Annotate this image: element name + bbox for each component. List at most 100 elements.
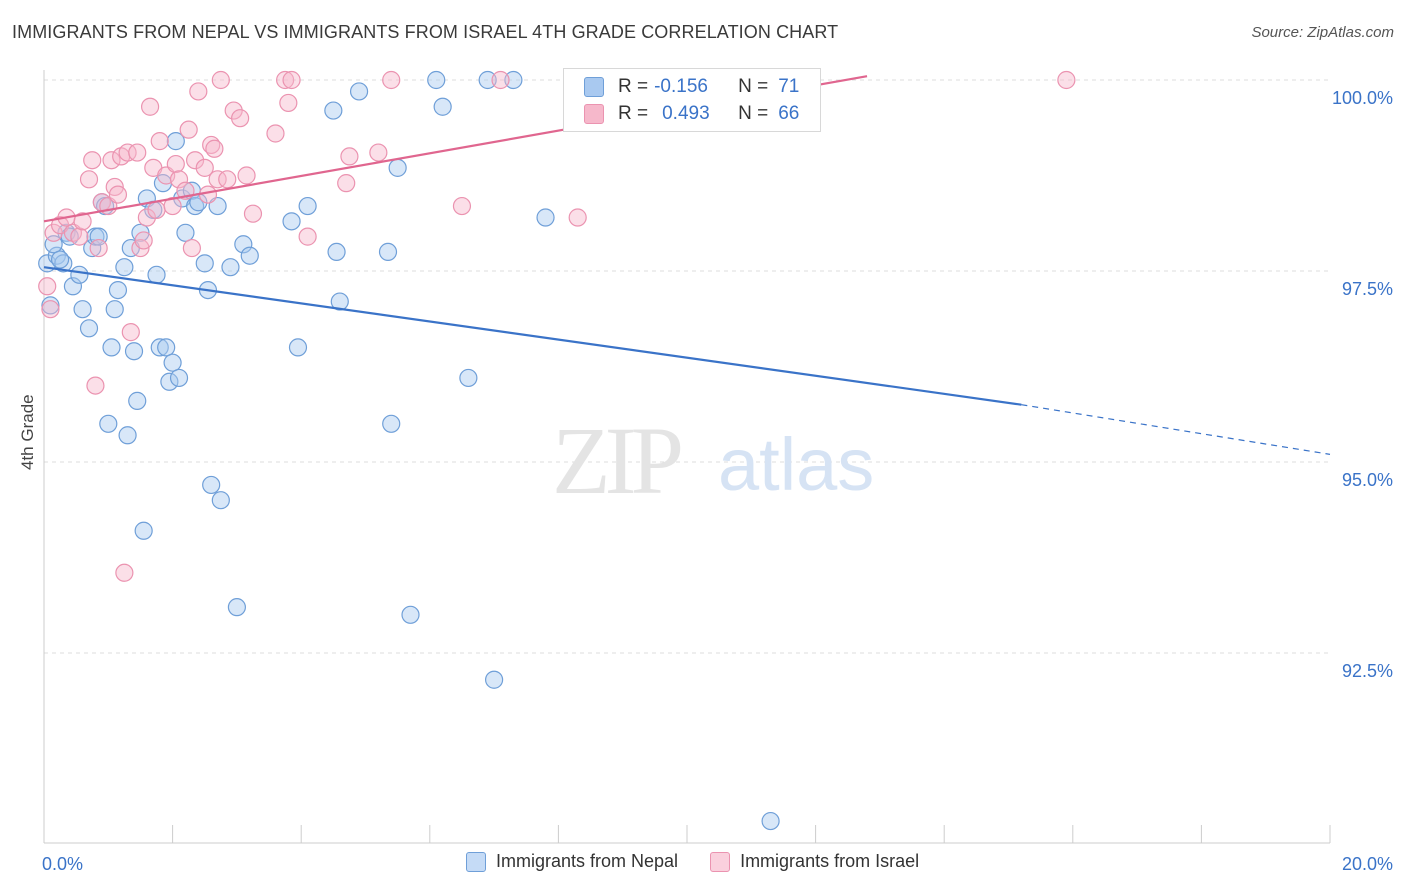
- nepal-point: [70, 265, 89, 284]
- israel-point: [276, 70, 295, 90]
- nepal-point: [388, 158, 407, 177]
- nepal-point: [134, 521, 153, 540]
- legend: Immigrants from Nepal Immigrants from Is…: [466, 851, 951, 872]
- stats-n-value: 66: [778, 103, 800, 124]
- israel-point: [298, 227, 317, 246]
- legend-swatch-israel: [710, 851, 731, 872]
- watermark-zip: ZIP: [552, 407, 681, 514]
- israel-point: [182, 238, 201, 258]
- x-tick-labels: 0.0% 20.0%: [42, 854, 1393, 874]
- israel-point: [147, 200, 166, 219]
- nepal-point: [378, 242, 398, 261]
- trend-line-nepal-extension: [1021, 404, 1331, 455]
- nepal-point: [128, 391, 147, 410]
- israel-point: [150, 132, 169, 151]
- y-tick-label: 92.5%: [1342, 661, 1393, 681]
- israel-point: [491, 70, 510, 90]
- nepal-point: [433, 97, 452, 116]
- nepal-point: [41, 296, 60, 315]
- stats-r-label: R =: [618, 103, 649, 124]
- x-tick-label: 20.0%: [1342, 854, 1393, 874]
- nepal-point: [83, 238, 102, 258]
- stats-legend-box: R = -0.156 N = 71 R = 0.493 N = 66: [563, 68, 821, 132]
- nepal-point: [115, 258, 134, 277]
- israel-point: [70, 227, 89, 246]
- nepal-point: [478, 70, 497, 90]
- nepal-point: [382, 414, 401, 433]
- israel-point: [38, 277, 57, 296]
- nepal-point: [221, 258, 240, 277]
- nepal-point: [536, 208, 555, 227]
- nepal-point: [427, 70, 446, 90]
- nepal-point: [202, 475, 221, 495]
- nepal-point: [157, 338, 176, 357]
- stats-n-value: 71: [778, 76, 800, 97]
- israel-point: [340, 147, 359, 166]
- israel-point: [369, 143, 388, 162]
- y-tick-label: 100.0%: [1332, 88, 1393, 108]
- y-tick-labels: 92.5% 95.0% 97.5% 100.0%: [1332, 88, 1393, 681]
- nepal-point: [105, 300, 124, 319]
- israel-point: [205, 139, 224, 158]
- nepal-point: [108, 281, 128, 300]
- nepal-point: [459, 368, 478, 388]
- nepal-point: [211, 491, 230, 510]
- israel-point: [128, 143, 147, 162]
- stats-r-label: R =: [618, 76, 649, 97]
- israel-point: [134, 231, 153, 250]
- legend-label-nepal: Immigrants from Nepal: [496, 851, 679, 871]
- nepal-point: [63, 277, 83, 296]
- legend-swatch-nepal: [466, 851, 486, 872]
- legend-item-israel[interactable]: Immigrants from Israel: [710, 851, 919, 872]
- israel-point: [282, 70, 301, 90]
- israel-point: [166, 154, 185, 174]
- nepal-point: [118, 426, 137, 445]
- israel-point: [1057, 70, 1076, 90]
- israel-point: [231, 109, 250, 128]
- y-axis-label: 4th Grade: [18, 394, 37, 470]
- nepal-point: [150, 338, 169, 357]
- israel-point: [195, 158, 214, 177]
- israel-point: [115, 563, 134, 582]
- israel-point: [266, 124, 285, 143]
- israel-point: [218, 170, 237, 189]
- trend-line-nepal: [43, 266, 1022, 406]
- stats-row-israel: R = 0.493 N = 66: [584, 100, 799, 128]
- israel-point: [179, 120, 198, 139]
- nepal-point: [79, 319, 99, 338]
- y-tick-label: 97.5%: [1342, 279, 1393, 299]
- israel-point: [452, 196, 472, 216]
- nepal-point: [330, 292, 349, 311]
- israel-point: [118, 143, 137, 162]
- watermark-atlas: atlas: [718, 423, 874, 506]
- nepal-point: [288, 338, 308, 357]
- legend-item-nepal[interactable]: Immigrants from Nepal: [466, 851, 678, 872]
- nepal-point: [176, 223, 195, 242]
- nepal-point: [166, 132, 185, 151]
- nepal-point: [99, 414, 118, 433]
- nepal-point: [73, 300, 92, 319]
- nepal-point: [282, 212, 301, 231]
- israel-point: [189, 82, 208, 101]
- nepal-point: [485, 670, 504, 689]
- nepal-point: [327, 242, 346, 261]
- israel-point: [382, 70, 401, 90]
- stats-n-label: N =: [738, 76, 769, 97]
- watermark: ZIP atlas: [552, 407, 874, 514]
- stats-swatch-nepal: [584, 77, 604, 97]
- axes: [43, 70, 1331, 844]
- stats-r-value: 0.493: [662, 103, 710, 124]
- stats-n-label: N =: [738, 103, 769, 124]
- stats-r-value: -0.156: [654, 76, 708, 97]
- nepal-point: [195, 254, 214, 273]
- israel-point: [186, 151, 205, 170]
- nepal-point: [324, 101, 343, 120]
- nepal-point: [234, 235, 253, 254]
- nepal-point: [147, 265, 166, 284]
- israel-point: [224, 101, 243, 120]
- israel-point: [211, 70, 230, 90]
- israel-point: [198, 185, 218, 204]
- nepal-point: [401, 605, 420, 624]
- israel-point: [243, 204, 263, 223]
